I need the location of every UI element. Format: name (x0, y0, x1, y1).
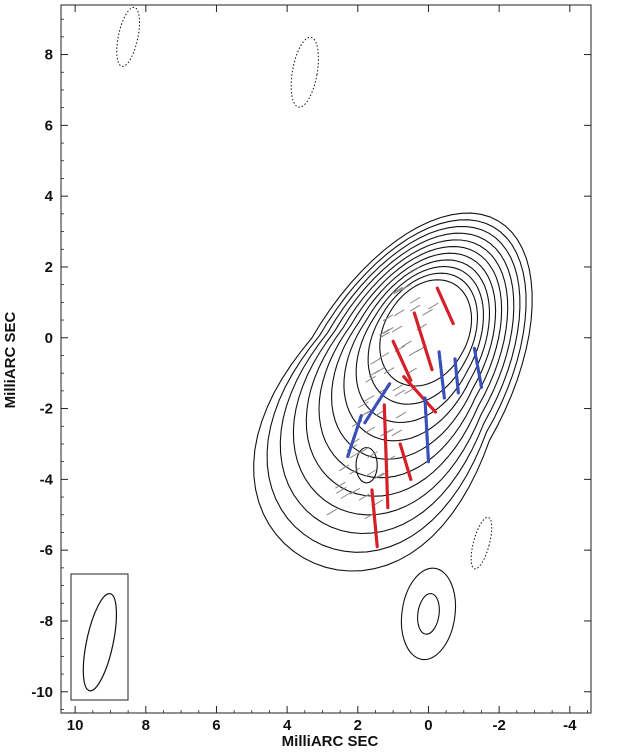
polarization-tick (338, 464, 350, 472)
polarization-tick (409, 267, 420, 274)
polarization-tick (358, 401, 369, 409)
y-tick-label: -8 (40, 613, 53, 630)
blue-vector (345, 414, 363, 460)
y-tick-label: -4 (40, 471, 54, 488)
isolated-contour-inner (417, 593, 440, 635)
polarization-tick (383, 326, 394, 334)
contour-level (343, 259, 491, 442)
polarization-tick (373, 472, 385, 480)
x-tick-label: -2 (492, 717, 505, 734)
red-vector (382, 403, 390, 510)
contour-level (355, 265, 484, 424)
red-vector (391, 339, 413, 382)
x-tick-label: -4 (563, 717, 577, 734)
blue-vector (363, 382, 392, 425)
polarization-tick (392, 286, 403, 294)
polarization-tick (358, 493, 370, 501)
polarization-tick (428, 302, 439, 310)
polarization-tick (364, 426, 376, 434)
polarization-tick (378, 352, 390, 359)
contour-level (279, 226, 521, 535)
x-tick-label: 10 (67, 717, 84, 734)
polarization-tick (408, 349, 420, 357)
blue-vector (423, 396, 431, 464)
negative-contour (116, 6, 141, 67)
polarization-tick (383, 367, 395, 374)
y-tick-label: -10 (31, 684, 53, 701)
red-vector (402, 375, 438, 414)
x-axis-label: MilliARC SEC (282, 733, 379, 750)
polarization-tick (335, 481, 346, 489)
polarization-tick (326, 508, 338, 516)
polarization-tick (391, 325, 403, 333)
contour-level (379, 279, 473, 387)
polarization-tick (409, 304, 421, 312)
y-tick-label: 0 (45, 330, 53, 347)
red-vector (435, 286, 455, 326)
polarization-tick (336, 486, 347, 494)
polarization-tick (349, 451, 361, 459)
contour-level (266, 219, 527, 553)
red-vector (412, 311, 434, 372)
polarization-tick (370, 357, 381, 365)
blue-vector (437, 350, 446, 400)
polarization-tick (363, 395, 375, 402)
polarization-tick (367, 451, 378, 459)
polarization-tick (393, 309, 405, 317)
polarization-tick (349, 487, 361, 495)
contour-level (292, 232, 515, 516)
y-tick-label: -2 (40, 401, 53, 418)
polarization-tick (379, 331, 390, 339)
polarization-tick (382, 314, 394, 322)
y-tick-label: 2 (45, 259, 53, 276)
y-tick-label: 4 (45, 188, 54, 205)
negative-contour (290, 36, 319, 108)
plot-frame (60, 4, 592, 714)
polarization-tick (400, 284, 411, 292)
polarization-tick (422, 308, 433, 316)
y-axis-label: MilliARC SEC (2, 312, 19, 409)
polarization-tick (357, 447, 369, 455)
polarization-tick (391, 429, 403, 437)
contour-level (331, 252, 497, 460)
beam-box (70, 573, 129, 701)
x-tick-label: 2 (354, 717, 362, 734)
red-vector (398, 442, 413, 481)
y-tick-label: 6 (45, 117, 53, 134)
x-tick-label: 4 (283, 717, 292, 734)
x-tick-label: 0 (424, 717, 432, 734)
polarization-tick (392, 384, 403, 392)
blue-vector (472, 346, 484, 389)
y-tick-label: -6 (40, 542, 53, 559)
contour-level (318, 246, 503, 479)
x-tick-label: 6 (212, 717, 220, 734)
secondary-peak-contour (355, 446, 378, 484)
isolated-contour (400, 567, 457, 661)
polarization-tick (393, 287, 405, 295)
contour-level (305, 239, 509, 497)
polarization-tick (349, 467, 360, 475)
polarization-tick (409, 296, 421, 304)
x-tick-label: 8 (142, 717, 150, 734)
polarization-tick (340, 492, 352, 499)
polarization-tick (379, 328, 390, 336)
polarization-tick (365, 375, 376, 383)
red-vector (370, 488, 379, 549)
polarization-tick (374, 367, 385, 374)
beam-ellipse (82, 593, 118, 692)
polarization-tick (394, 389, 406, 397)
blue-vector (453, 357, 461, 396)
negative-contour (470, 516, 493, 570)
polarization-tick (401, 340, 412, 348)
polarization-tick (395, 411, 407, 419)
polarization-tick (365, 469, 376, 477)
contour-level (253, 212, 533, 572)
y-tick-label: 8 (45, 47, 53, 64)
